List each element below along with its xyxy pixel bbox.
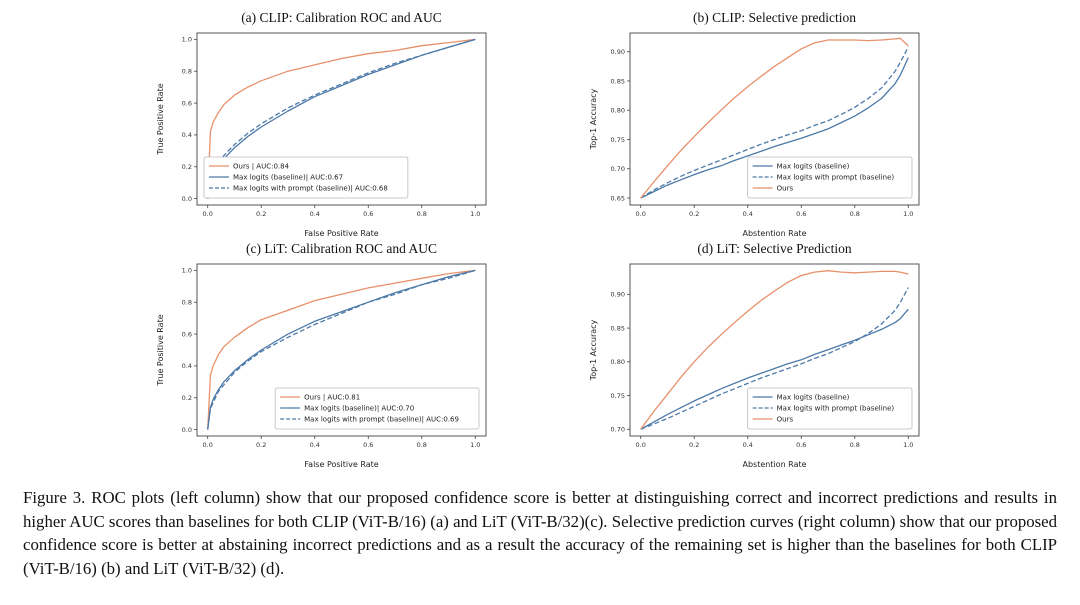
x-tick-label: 0.2 xyxy=(256,441,266,449)
x-tick-label: 1.0 xyxy=(470,441,480,449)
x-tick-label: 0.0 xyxy=(203,441,213,449)
y-tick-label: 0.90 xyxy=(611,48,625,56)
charts-grid: (a) CLIP: Calibration ROC and AUC 0.0 0.2… xyxy=(0,10,1080,470)
x-axis-label: Abstention Rate xyxy=(742,460,806,469)
y-tick-label: 1.0 xyxy=(182,36,192,44)
legend-box xyxy=(747,156,913,199)
legend-entry-label: Max logits (baseline)| AUC:0.67 xyxy=(233,173,343,181)
x-tick-label: 1.0 xyxy=(470,210,480,218)
series-line-2 xyxy=(207,269,476,430)
legend-entry-label: Max logits with prompt (baseline) xyxy=(777,173,895,181)
x-tick-label: 0.8 xyxy=(417,441,427,449)
x-tick-label: 0.0 xyxy=(203,210,213,218)
x-tick-label: 0.8 xyxy=(417,210,427,218)
x-tick-label: 1.0 xyxy=(903,441,913,449)
y-axis-label: Top-1 Accuracy xyxy=(589,88,598,150)
y-tick-label: 1.0 xyxy=(182,267,192,275)
series-line-0 xyxy=(207,269,476,430)
y-axis-label: True Positive Rate xyxy=(156,314,165,386)
chart-clip-roc: (a) CLIP: Calibration ROC and AUC 0.0 0.2… xyxy=(151,10,496,239)
series-line-0 xyxy=(640,57,909,199)
series-line-1 xyxy=(640,287,909,430)
chart-clip-selective-title: (b) CLIP: Selective prediction xyxy=(692,10,857,25)
y-tick-label: 0.0 xyxy=(182,195,192,203)
legend-box xyxy=(274,387,480,430)
x-tick-label: 0.0 xyxy=(636,210,646,218)
x-tick-label: 0.8 xyxy=(850,210,860,218)
x-tick-label: 0.4 xyxy=(743,441,753,449)
legend-entry-label: Max logits (baseline) xyxy=(777,393,850,401)
x-tick-label: 0.6 xyxy=(796,210,806,218)
y-tick-label: 0.4 xyxy=(182,131,192,139)
y-tick-label: 0.80 xyxy=(611,358,625,366)
y-tick-label: 0.90 xyxy=(611,291,625,299)
legend-entry-label: Ours xyxy=(777,184,794,192)
series-line-1 xyxy=(207,269,476,430)
y-axis-label: True Positive Rate xyxy=(156,83,165,155)
legend-entry-label: Ours | AUC:0.81 xyxy=(304,393,360,401)
x-tick-label: 0.2 xyxy=(689,441,699,449)
series-line-0 xyxy=(207,38,476,199)
legend-entry-label: Max logits (baseline) xyxy=(777,162,850,170)
y-tick-label: 0.2 xyxy=(182,163,192,171)
y-tick-label: 0.0 xyxy=(182,426,192,434)
x-tick-label: 0.2 xyxy=(256,210,266,218)
legend-entry-label: Max logits with prompt (baseline)| AUC:0… xyxy=(233,184,388,192)
chart-lit-roc: (c) LiT: Calibration ROC and AUC 0.0 0.2 0… xyxy=(151,241,496,470)
figure-caption: Figure 3. ROC plots (left column) show t… xyxy=(23,488,1057,578)
chart-lit-roc-title: (c) LiT: Calibration ROC and AUC xyxy=(246,241,437,256)
y-tick-label: 0.8 xyxy=(182,68,192,76)
x-tick-label: 0.2 xyxy=(689,210,699,218)
x-axis-label: False Positive Rate xyxy=(304,229,378,238)
legend-entry-label: Ours xyxy=(777,415,794,423)
y-tick-label: 0.6 xyxy=(182,330,192,338)
x-tick-label: 0.4 xyxy=(310,441,320,449)
x-tick-label: 1.0 xyxy=(903,210,913,218)
x-tick-label: 0.0 xyxy=(636,441,646,449)
chart-clip-selective-plot: 0.0 0.2 0.4 0.6 0.8 1.0 0.65 0.70 0.75 0.80 0.85 0.… xyxy=(589,32,920,238)
y-tick-label: 0.4 xyxy=(182,362,192,370)
series-line-1 xyxy=(640,46,909,199)
x-axis-label: False Positive Rate xyxy=(304,460,378,469)
y-tick-label: 0.8 xyxy=(182,299,192,307)
chart-lit-selective-title: (d) LiT: Selective Prediction xyxy=(697,241,852,256)
legend-box xyxy=(203,156,409,199)
series-line-0 xyxy=(640,308,909,430)
x-tick-label: 0.4 xyxy=(743,210,753,218)
y-tick-label: 0.80 xyxy=(611,107,625,115)
chart-lit-selective-plot: 0.0 0.2 0.4 0.6 0.8 1.0 0.70 0.75 0.80 0.85 0.90 Ab… xyxy=(589,263,920,469)
legend-entry-label: Max logits with prompt (baseline) xyxy=(777,404,895,412)
y-tick-label: 0.65 xyxy=(611,194,625,202)
legend-box xyxy=(747,387,913,430)
chart-clip-roc-title: (a) CLIP: Calibration ROC and AUC xyxy=(241,10,442,25)
chart-clip-roc-plot: 0.0 0.2 0.4 0.6 0.8 1.0 0.0 0.2 0.4 0.6 0.8 1.0 Fals… xyxy=(156,32,487,238)
y-tick-label: 0.75 xyxy=(611,392,625,400)
y-axis-label: Top-1 Accuracy xyxy=(589,319,598,381)
legend-entry-label: Max logits with prompt (baseline)| AUC:0… xyxy=(304,415,459,423)
chart-lit-selective: (d) LiT: Selective Prediction 0.0 0.2 0.4 0… xyxy=(584,241,929,470)
chart-clip-selective: (b) CLIP: Selective prediction 0.0 0.2 0.4… xyxy=(584,10,929,239)
legend-entry-label: Ours | AUC:0.84 xyxy=(233,162,290,170)
y-tick-label: 0.2 xyxy=(182,394,192,402)
series-line-2 xyxy=(640,270,909,430)
y-tick-label: 0.70 xyxy=(611,426,625,434)
x-tick-label: 0.8 xyxy=(850,441,860,449)
series-line-2 xyxy=(640,37,909,199)
y-tick-label: 0.75 xyxy=(611,136,625,144)
x-tick-label: 0.6 xyxy=(363,441,373,449)
y-tick-label: 0.70 xyxy=(611,165,625,173)
y-tick-label: 0.85 xyxy=(611,324,625,332)
chart-lit-roc-plot: 0.0 0.2 0.4 0.6 0.8 1.0 0.0 0.2 0.4 0.6 0.8 1.0 Fals… xyxy=(156,263,487,469)
x-tick-label: 0.4 xyxy=(310,210,320,218)
legend-entry-label: Max logits (baseline)| AUC:0.70 xyxy=(304,404,414,412)
y-tick-label: 0.6 xyxy=(182,99,192,107)
x-axis-label: Abstention Rate xyxy=(742,229,806,238)
x-tick-label: 0.6 xyxy=(363,210,373,218)
x-tick-label: 0.6 xyxy=(796,441,806,449)
y-tick-label: 0.85 xyxy=(611,77,625,85)
